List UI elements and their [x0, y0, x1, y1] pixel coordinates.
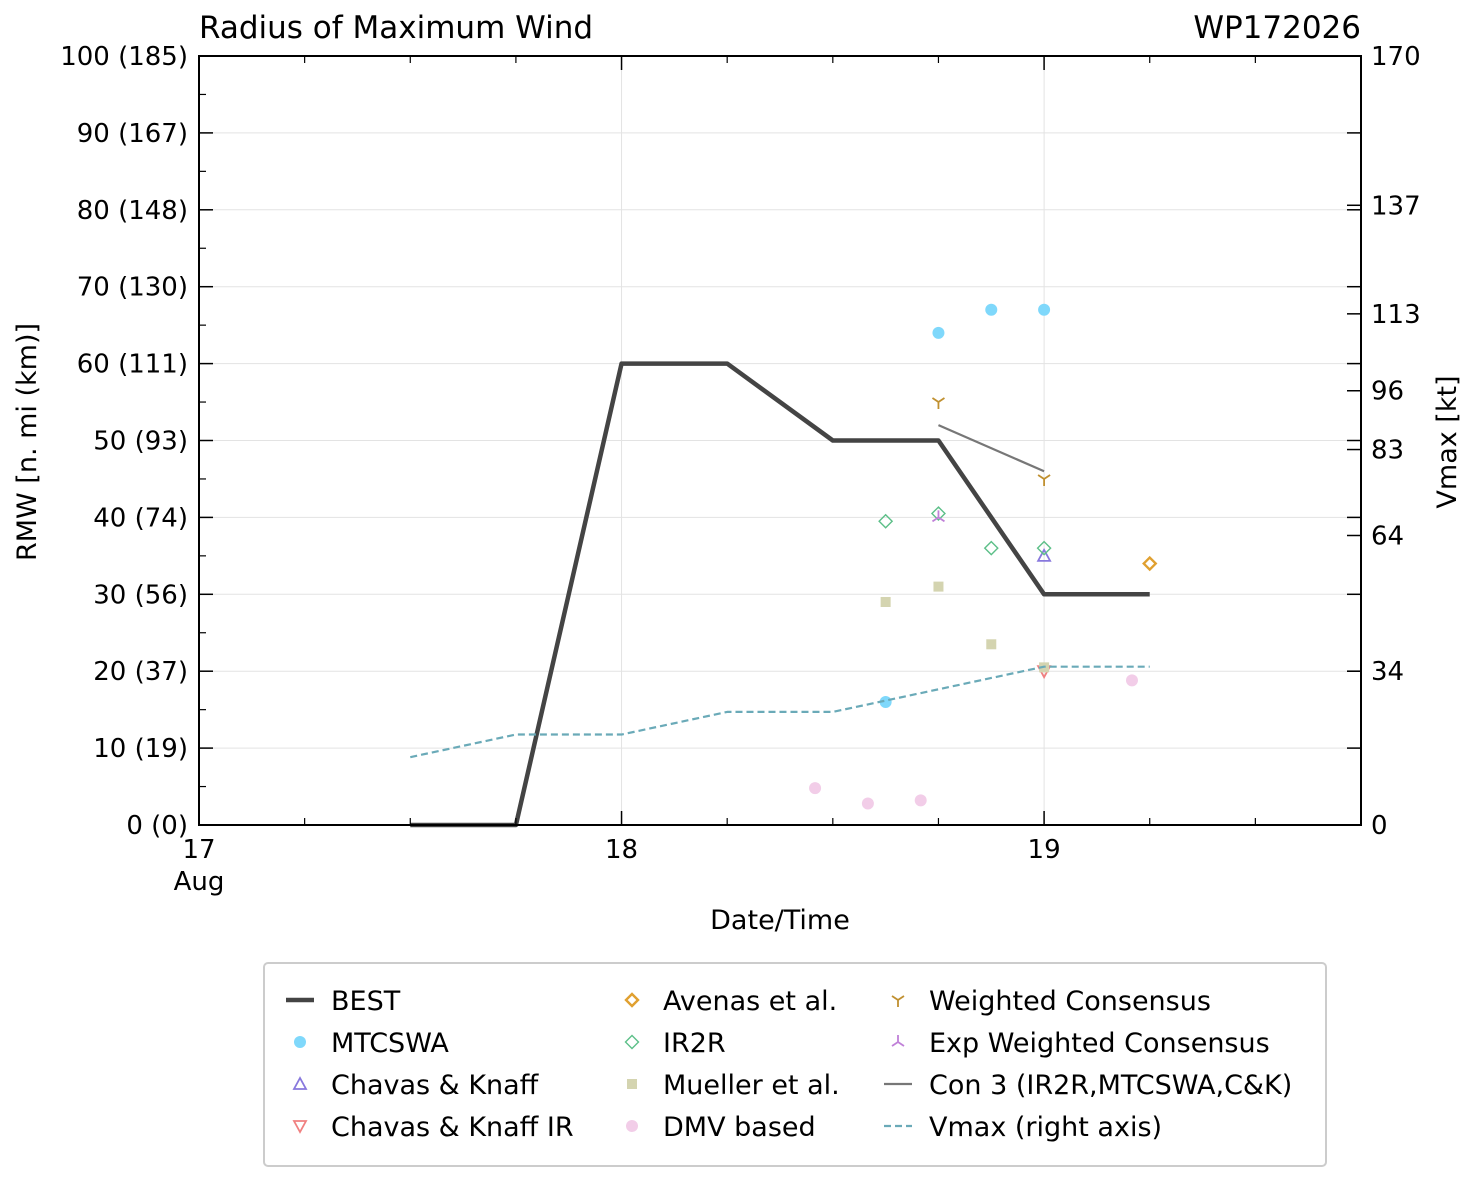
y-axis-label-right: Vmax [kt] — [1432, 375, 1463, 508]
legend-label-ir2r: IR2R — [663, 1028, 726, 1059]
legend-label-chavas-knaff: Chavas & Knaff — [331, 1070, 540, 1101]
mtcswa-point — [1038, 303, 1051, 316]
best-line — [410, 361, 1150, 828]
y-tick-label: 60 (111) — [77, 350, 188, 380]
legend-swatch-chavas-knaff-ir — [292, 1120, 308, 1134]
legend-swatch-avenas-et-al — [624, 992, 640, 1008]
y-tick-label: 10 (19) — [93, 734, 188, 764]
mueller-et-al-point — [933, 581, 944, 592]
legend-swatch-exp-weighted-consensus — [891, 1035, 905, 1047]
con-3-ir2r-mtcswa-c-k-line — [938, 424, 1045, 473]
storm-id: WP172026 — [1193, 10, 1361, 46]
ir2r-point — [930, 506, 946, 522]
y-tick-label: 90 (167) — [77, 119, 188, 149]
y2-tick-label: 0 — [1371, 811, 1388, 841]
legend-swatch-chavas-knaff — [292, 1076, 308, 1090]
y-tick-label: 20 (37) — [93, 657, 188, 687]
y2-tick-label: 96 — [1371, 377, 1404, 407]
mueller-et-al-point — [986, 639, 997, 650]
y-tick-label: 100 (185) — [60, 42, 188, 72]
x-tick-sublabel: Aug — [174, 867, 225, 897]
chart-title: Radius of Maximum Wind — [199, 10, 593, 46]
y-tick-label: 50 (93) — [93, 427, 188, 457]
y-tick-label: 80 (148) — [77, 196, 188, 226]
y2-tick-label: 170 — [1371, 42, 1421, 72]
dmv-based-point — [914, 794, 927, 807]
dmv-based-point — [809, 782, 822, 795]
legend-label-mtcswa: MTCSWA — [331, 1028, 449, 1059]
ir2r-point — [983, 540, 999, 556]
x-tick-label: 17 — [182, 835, 215, 865]
y-tick-label: 70 (130) — [77, 273, 188, 303]
mueller-et-al-point — [880, 596, 891, 607]
grid-lines — [199, 56, 1361, 825]
chavas-knaff-point — [1036, 547, 1052, 562]
legend-label-avenas-et-al: Avenas et al. — [663, 986, 837, 1017]
series-layer — [410, 303, 1158, 828]
legend-label-con-3-ir2r-mtcswa-c-k: Con 3 (IR2R,MTCSWA,C&K) — [929, 1070, 1292, 1101]
ir2r-point — [1036, 540, 1052, 556]
ir2r-point — [878, 513, 894, 529]
exp-weighted-consensus-point — [931, 510, 945, 523]
legend-box — [263, 962, 1327, 1167]
y-tick-label: 0 (0) — [126, 811, 188, 841]
legend-label-weighted-consensus: Weighted Consensus — [929, 986, 1211, 1017]
x-axis-label: Date/Time — [710, 905, 850, 936]
y2-tick-label: 34 — [1371, 657, 1404, 687]
avenas-et-al-point — [1142, 555, 1158, 572]
y2-tick-label: 137 — [1371, 191, 1421, 221]
dmv-based-point — [861, 797, 874, 810]
legend-swatch-ir2r — [624, 1034, 640, 1050]
y2-tick-label: 113 — [1371, 300, 1421, 330]
y-tick-label: 30 (56) — [93, 580, 188, 610]
y2-tick-label: 64 — [1371, 521, 1404, 551]
legend-label-chavas-knaff-ir: Chavas & Knaff IR — [331, 1112, 574, 1143]
legend-swatch-mtcswa — [294, 1036, 306, 1048]
y-tick-label: 40 (74) — [93, 503, 188, 533]
x-tick-label: 18 — [605, 835, 638, 865]
axis-ticks: 0 (0) 10 (19) 20 (37) 30 (56) 40 (74) 50 (93)… — [60, 42, 1420, 897]
legend-swatch-mueller-et-al — [627, 1079, 637, 1089]
legend-swatch-dmv-based — [626, 1120, 638, 1132]
x-tick-label: 19 — [1028, 835, 1061, 865]
y-axis-label-left: RMW [n. mi (km)] — [12, 323, 43, 561]
mtcswa-point — [932, 326, 945, 339]
legend-label-exp-weighted-consensus: Exp Weighted Consensus — [929, 1028, 1270, 1059]
legend-label-dmv-based: DMV based — [663, 1112, 816, 1143]
mtcswa-point — [985, 303, 998, 316]
legend-label-best: BEST — [331, 986, 401, 1017]
legend-label-mueller-et-al: Mueller et al. — [663, 1070, 840, 1101]
dmv-based-point — [1125, 674, 1138, 687]
vmax-right-axis-line — [410, 665, 1150, 759]
legend-swatch-weighted-consensus — [891, 995, 905, 1007]
y2-tick-label: 83 — [1371, 436, 1404, 466]
weighted-consensus-point — [1037, 474, 1051, 486]
legend-label-vmax-right-axis: Vmax (right axis) — [929, 1112, 1162, 1143]
weighted-consensus-point — [931, 397, 945, 410]
legend: BEST MTCSWA Chavas & Knaff Chavas & Knaff I… — [263, 962, 1327, 1167]
